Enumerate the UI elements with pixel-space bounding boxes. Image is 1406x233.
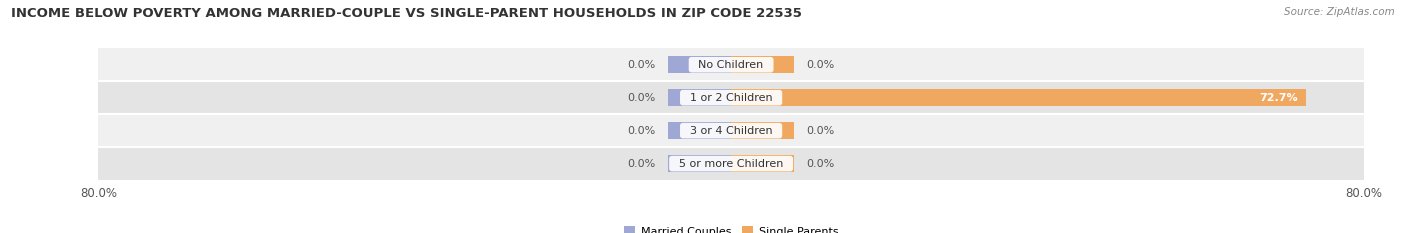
Bar: [668, 122, 731, 139]
Legend: Married Couples, Single Parents: Married Couples, Single Parents: [620, 222, 842, 233]
Text: 0.0%: 0.0%: [627, 159, 657, 169]
Bar: [98, 114, 1364, 147]
Bar: [98, 147, 1364, 180]
Bar: [731, 155, 794, 172]
Text: 0.0%: 0.0%: [627, 126, 657, 136]
Text: 72.7%: 72.7%: [1260, 93, 1298, 103]
Text: 0.0%: 0.0%: [627, 60, 657, 70]
Text: 0.0%: 0.0%: [806, 159, 835, 169]
Text: 1 or 2 Children: 1 or 2 Children: [683, 93, 779, 103]
Bar: [98, 81, 1364, 114]
Bar: [668, 56, 731, 73]
Bar: [668, 89, 731, 106]
Text: No Children: No Children: [692, 60, 770, 70]
Bar: [731, 122, 794, 139]
Text: INCOME BELOW POVERTY AMONG MARRIED-COUPLE VS SINGLE-PARENT HOUSEHOLDS IN ZIP COD: INCOME BELOW POVERTY AMONG MARRIED-COUPL…: [11, 7, 801, 20]
Bar: [731, 89, 1306, 106]
Text: Source: ZipAtlas.com: Source: ZipAtlas.com: [1284, 7, 1395, 17]
Bar: [668, 155, 731, 172]
Text: 0.0%: 0.0%: [806, 60, 835, 70]
Text: 0.0%: 0.0%: [806, 126, 835, 136]
Bar: [98, 48, 1364, 81]
Text: 0.0%: 0.0%: [627, 93, 657, 103]
Text: 5 or more Children: 5 or more Children: [672, 159, 790, 169]
Text: 3 or 4 Children: 3 or 4 Children: [683, 126, 779, 136]
Bar: [731, 56, 794, 73]
